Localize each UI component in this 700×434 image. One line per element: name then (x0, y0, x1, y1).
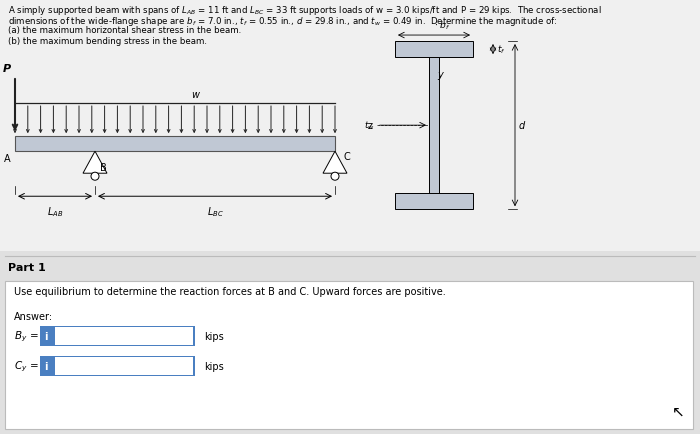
Bar (40, 356, 195, 376)
Text: P: P (3, 64, 11, 74)
Text: $t_f$: $t_f$ (497, 44, 505, 56)
Text: B: B (100, 163, 106, 173)
Circle shape (331, 173, 339, 181)
Text: y: y (437, 70, 442, 80)
Text: $B_y$ =: $B_y$ = (14, 329, 38, 344)
Bar (429, 58, 439, 194)
Bar (395, 42, 473, 58)
Text: $L_{AB}$: $L_{AB}$ (47, 205, 63, 219)
Text: kips: kips (204, 361, 224, 371)
Polygon shape (83, 152, 107, 174)
Bar (15, 137, 335, 152)
Circle shape (91, 173, 99, 181)
Text: i: i (44, 332, 48, 342)
Text: A simply supported beam with spans of $L_{AB}$ = 11 ft and $L_{BC}$ = 33 ft supp: A simply supported beam with spans of $L… (8, 4, 601, 17)
Bar (395, 194, 473, 210)
Bar (55, 327, 193, 345)
Text: i: i (44, 361, 48, 371)
Text: d: d (519, 121, 525, 131)
Bar (40, 326, 195, 346)
Text: $t_w$: $t_w$ (364, 120, 375, 132)
Bar (5, 282, 693, 429)
Text: kips: kips (204, 332, 224, 342)
Text: Answer:: Answer: (14, 312, 53, 322)
Bar (55, 357, 193, 375)
Text: C: C (343, 152, 350, 162)
Text: Part 1: Part 1 (8, 263, 46, 273)
Text: Use equilibrium to determine the reaction forces at B and C. Upward forces are p: Use equilibrium to determine the reactio… (14, 286, 446, 296)
Text: $C_y$ =: $C_y$ = (14, 359, 38, 373)
Text: dimensions of the wide-flange shape are $b_f$ = 7.0 in., $t_f$ = 0.55 in., $d$ =: dimensions of the wide-flange shape are … (8, 15, 557, 28)
Text: w: w (191, 90, 199, 100)
Text: (b) the maximum bending stress in the beam.: (b) the maximum bending stress in the be… (8, 37, 207, 46)
Text: z: z (368, 121, 373, 131)
Text: $L_{BC}$: $L_{BC}$ (206, 205, 223, 219)
Text: $\cdot$ $b_f$: $\cdot$ $b_f$ (434, 20, 451, 32)
Text: A: A (4, 154, 10, 164)
Text: ↖: ↖ (672, 404, 685, 419)
Polygon shape (323, 152, 347, 174)
Text: (a) the maximum horizontal shear stress in the beam.: (a) the maximum horizontal shear stress … (8, 26, 241, 35)
